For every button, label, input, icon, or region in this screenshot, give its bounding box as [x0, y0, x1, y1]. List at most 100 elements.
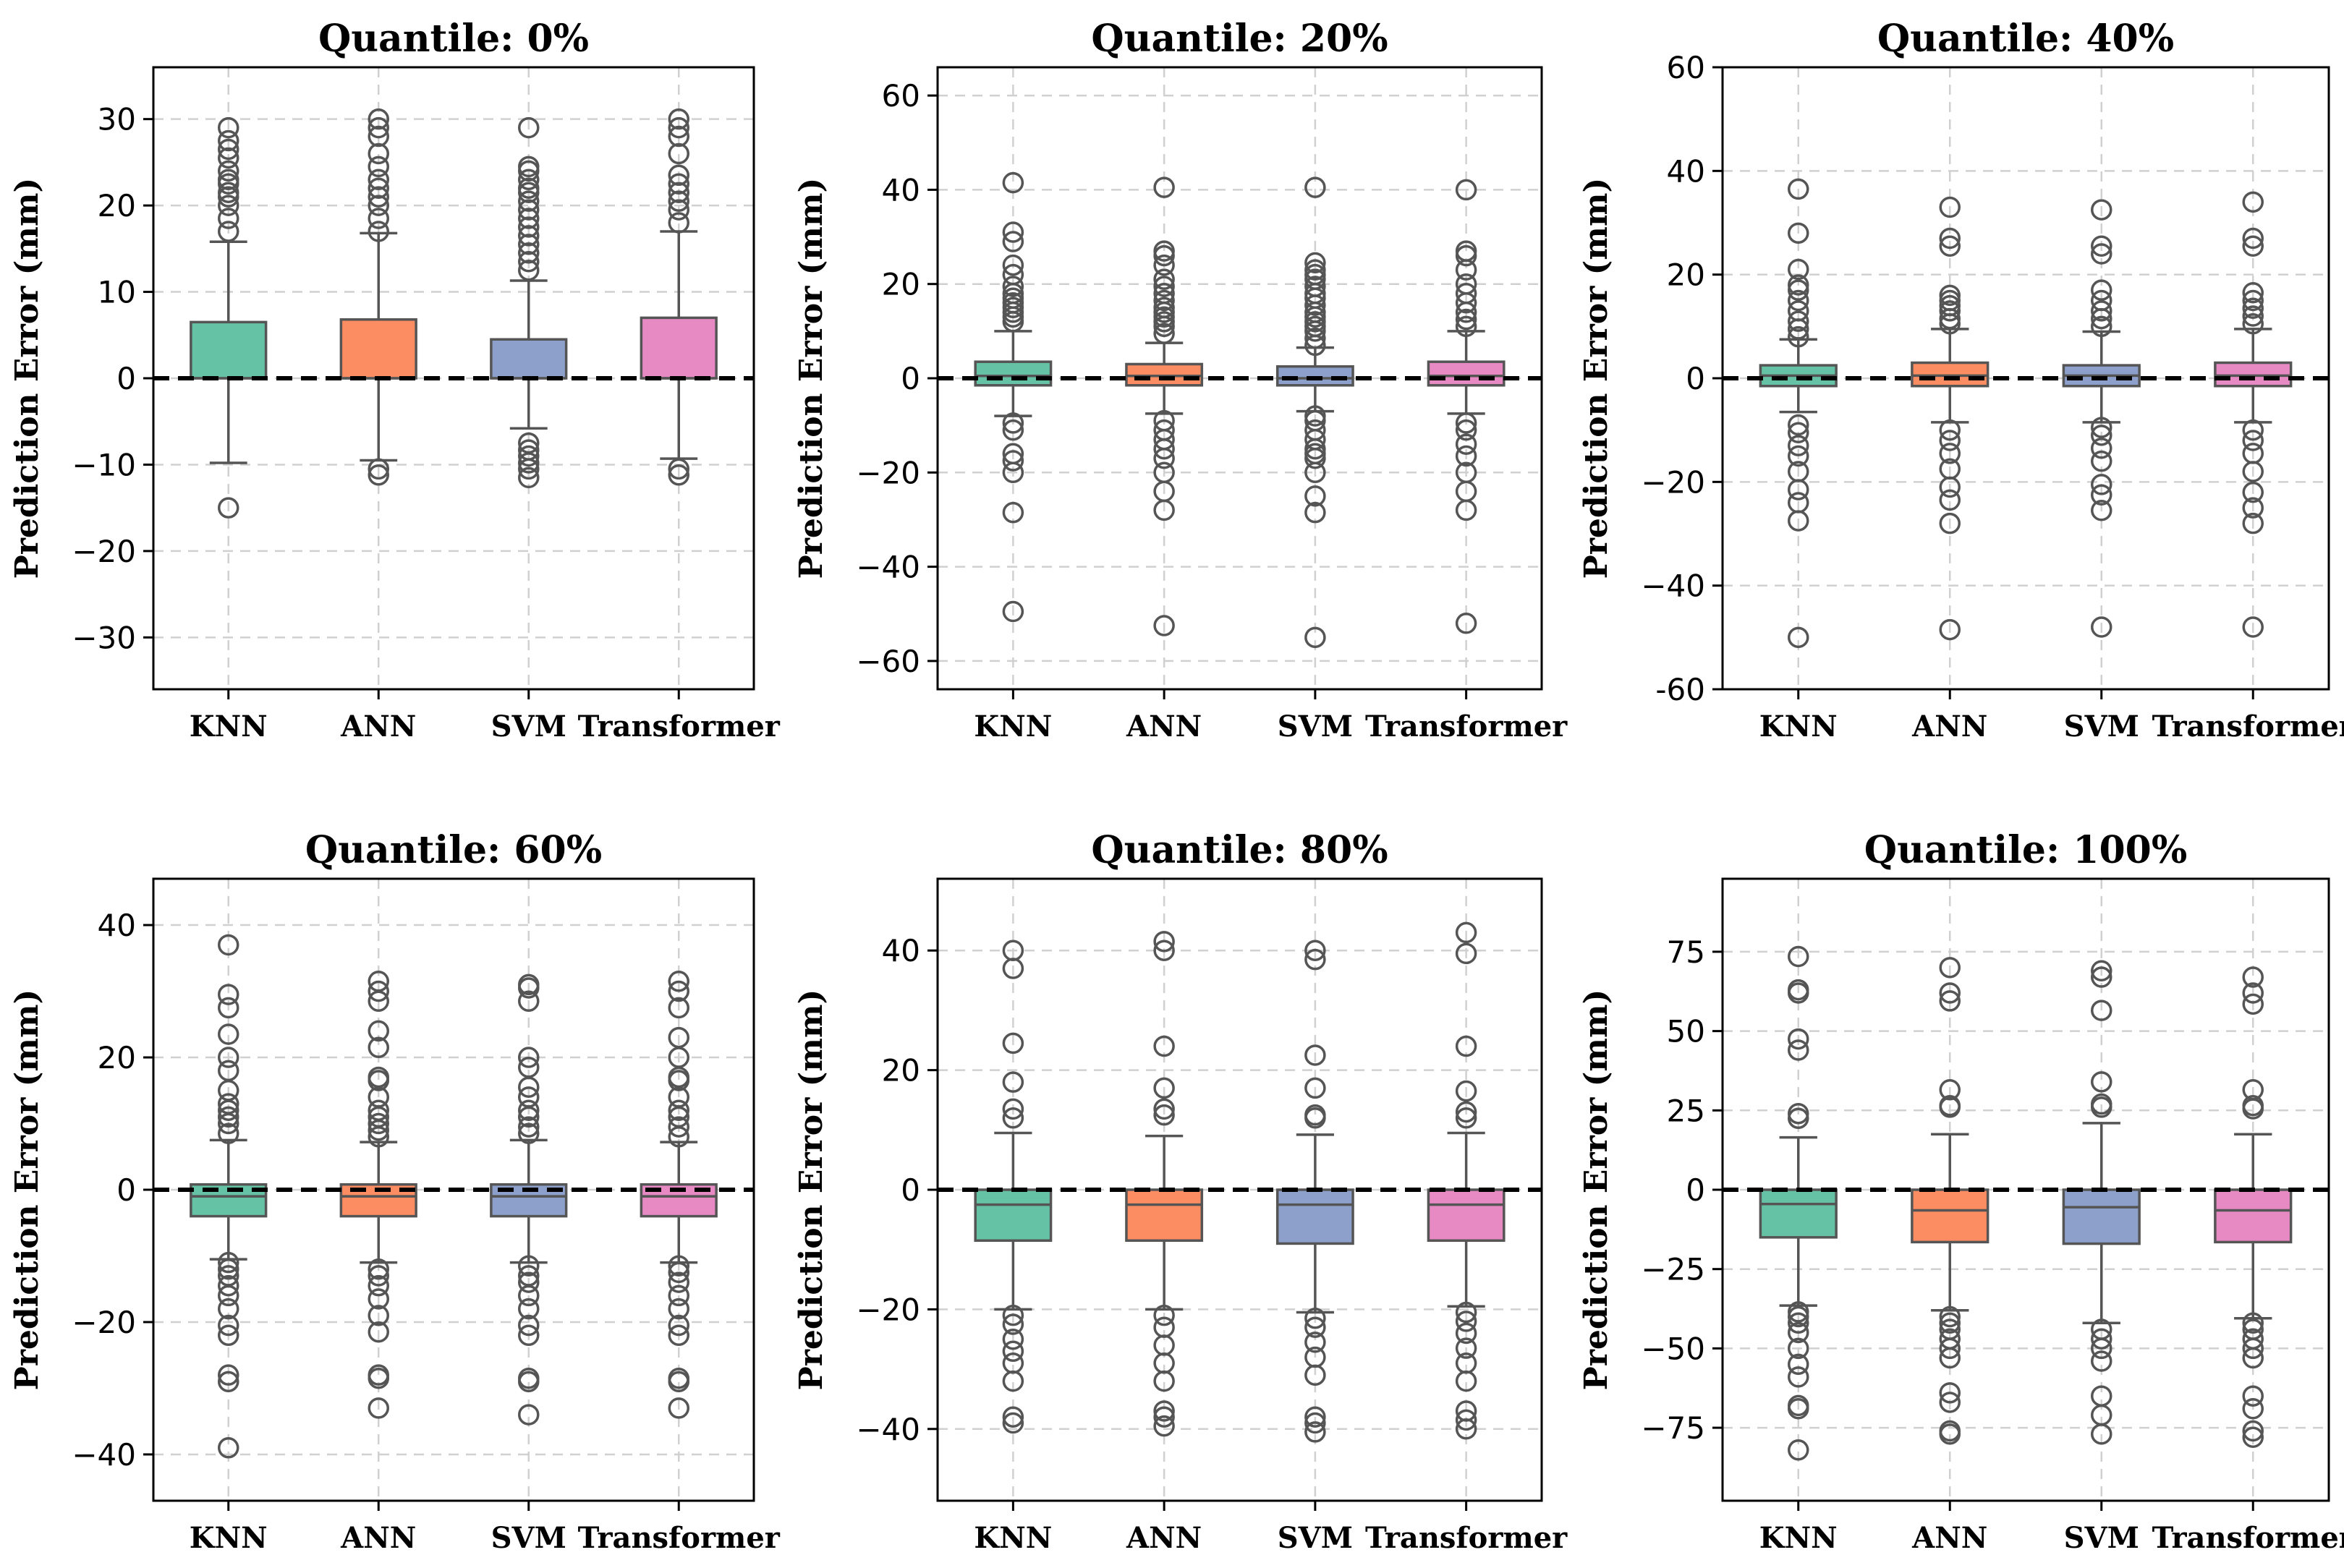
y-tick-label: 40 — [1667, 153, 1705, 189]
outlier-point — [1788, 445, 1809, 467]
outlier-point — [1788, 1321, 1809, 1344]
outlier-point — [1304, 1346, 1326, 1368]
y-axis-label: Prediction Error (mm) — [9, 178, 46, 579]
outlier-point — [1788, 414, 1809, 436]
panel-title: Quantile: 0% — [318, 17, 589, 61]
outlier-point — [668, 1324, 689, 1347]
outlier-point — [1002, 412, 1024, 434]
outlier-point — [2091, 450, 2112, 472]
outlier-point — [2091, 474, 2112, 495]
outlier-point — [668, 1271, 689, 1293]
outlier-point — [1153, 1406, 1175, 1428]
outlier-point — [1939, 990, 1961, 1012]
outlier-point — [1304, 1412, 1326, 1434]
box-ann — [1125, 176, 1204, 636]
y-tick-label: −40 — [1641, 568, 1705, 604]
outlier-point — [518, 1324, 540, 1347]
outlier-point — [218, 1093, 239, 1115]
outlier-point — [2242, 982, 2264, 1004]
y-tick-label: 75 — [1667, 934, 1705, 970]
y-tick-label: 0 — [901, 1172, 920, 1208]
outlier-point — [1788, 222, 1809, 244]
y-tick-label: −10 — [72, 447, 136, 482]
panel-3: -60 −40 −20 0 20 40 60 KNN ANN SVM Transformer Quan… — [1578, 17, 2344, 743]
box-transformer — [1427, 921, 1506, 1440]
outlier-point — [1304, 1077, 1326, 1099]
outlier-point — [668, 458, 689, 480]
x-tick-label-svm: SVM — [1278, 710, 1353, 743]
outlier-point — [2242, 430, 2264, 451]
outlier-point — [2242, 282, 2264, 304]
outlier-point — [668, 116, 689, 139]
outlier-point — [668, 1397, 689, 1419]
outlier-point — [1002, 443, 1024, 464]
outlier-point — [518, 225, 540, 247]
outlier-point — [2242, 1318, 2264, 1340]
outlier-point — [2242, 616, 2264, 638]
outlier-point — [2242, 289, 2264, 312]
outlier-point — [1153, 409, 1175, 432]
plot-frame — [1721, 66, 2330, 691]
outlier-point — [1002, 263, 1024, 286]
outlier-point — [668, 108, 689, 130]
outlier-point — [368, 186, 389, 208]
outlier-point — [1939, 419, 1961, 441]
box-svm — [1275, 176, 1354, 649]
outlier-point — [368, 1258, 389, 1280]
box-iqr — [490, 338, 568, 380]
outlier-point — [1788, 1028, 1809, 1050]
outlier-point — [368, 980, 389, 1002]
outlier-point — [2242, 1426, 2264, 1448]
outlier-point — [1304, 485, 1326, 507]
outlier-point — [218, 1437, 239, 1459]
outlier-point — [2242, 227, 2264, 250]
outlier-point — [1788, 1439, 1809, 1461]
y-tick-label: 0 — [116, 361, 136, 396]
outlier-point — [1002, 1406, 1024, 1428]
y-tick-label: 50 — [1667, 1014, 1705, 1049]
outlier-point — [368, 155, 389, 178]
outlier-point — [1153, 289, 1175, 312]
outlier-point — [218, 208, 239, 229]
x-tick-label-transformer: Transformer — [1365, 1521, 1568, 1555]
outlier-point — [2242, 993, 2264, 1015]
outlier-point — [1153, 1077, 1175, 1099]
outlier-point — [1788, 274, 1809, 296]
outlier-point — [368, 1265, 389, 1287]
outlier-point — [1455, 1080, 1477, 1102]
outlier-point — [518, 1404, 540, 1426]
outlier-point — [1153, 615, 1175, 636]
y-tick-label: 25 — [1667, 1093, 1705, 1128]
outlier-point — [1304, 1316, 1326, 1338]
outlier-point — [1455, 179, 1477, 201]
outlier-point — [668, 182, 689, 203]
outlier-point — [1002, 1352, 1024, 1374]
outlier-point — [368, 464, 389, 486]
outlier-point — [518, 199, 540, 221]
plot-frame — [936, 877, 1543, 1502]
outlier-point — [1304, 405, 1326, 427]
outlier-point — [368, 1036, 389, 1059]
outlier-point — [518, 251, 540, 273]
box-svm — [2062, 199, 2141, 638]
y-tick-label: −20 — [72, 534, 136, 569]
outlier-point — [1939, 1305, 1961, 1328]
outlier-point — [668, 997, 689, 1019]
outlier-point — [518, 234, 540, 255]
box-knn — [190, 934, 268, 1459]
box-ann — [1911, 957, 1990, 1445]
x-tick-label-transformer: Transformer — [2152, 710, 2344, 743]
y-tick-label: 40 — [882, 933, 920, 968]
x-tick-label-ann: ANN — [1126, 710, 1202, 743]
outlier-point — [2091, 279, 2112, 301]
outlier-point — [1788, 289, 1809, 312]
outlier-point — [1002, 171, 1024, 194]
outlier-point — [668, 199, 689, 221]
outlier-point — [1002, 1107, 1024, 1129]
outlier-point — [1788, 1366, 1809, 1388]
plot-frame — [1721, 877, 2330, 1502]
outlier-point — [1788, 1301, 1809, 1323]
outlier-point — [518, 1255, 540, 1277]
x-tick-label-svm: SVM — [1278, 1521, 1353, 1555]
y-tick-label: 20 — [98, 1040, 136, 1075]
